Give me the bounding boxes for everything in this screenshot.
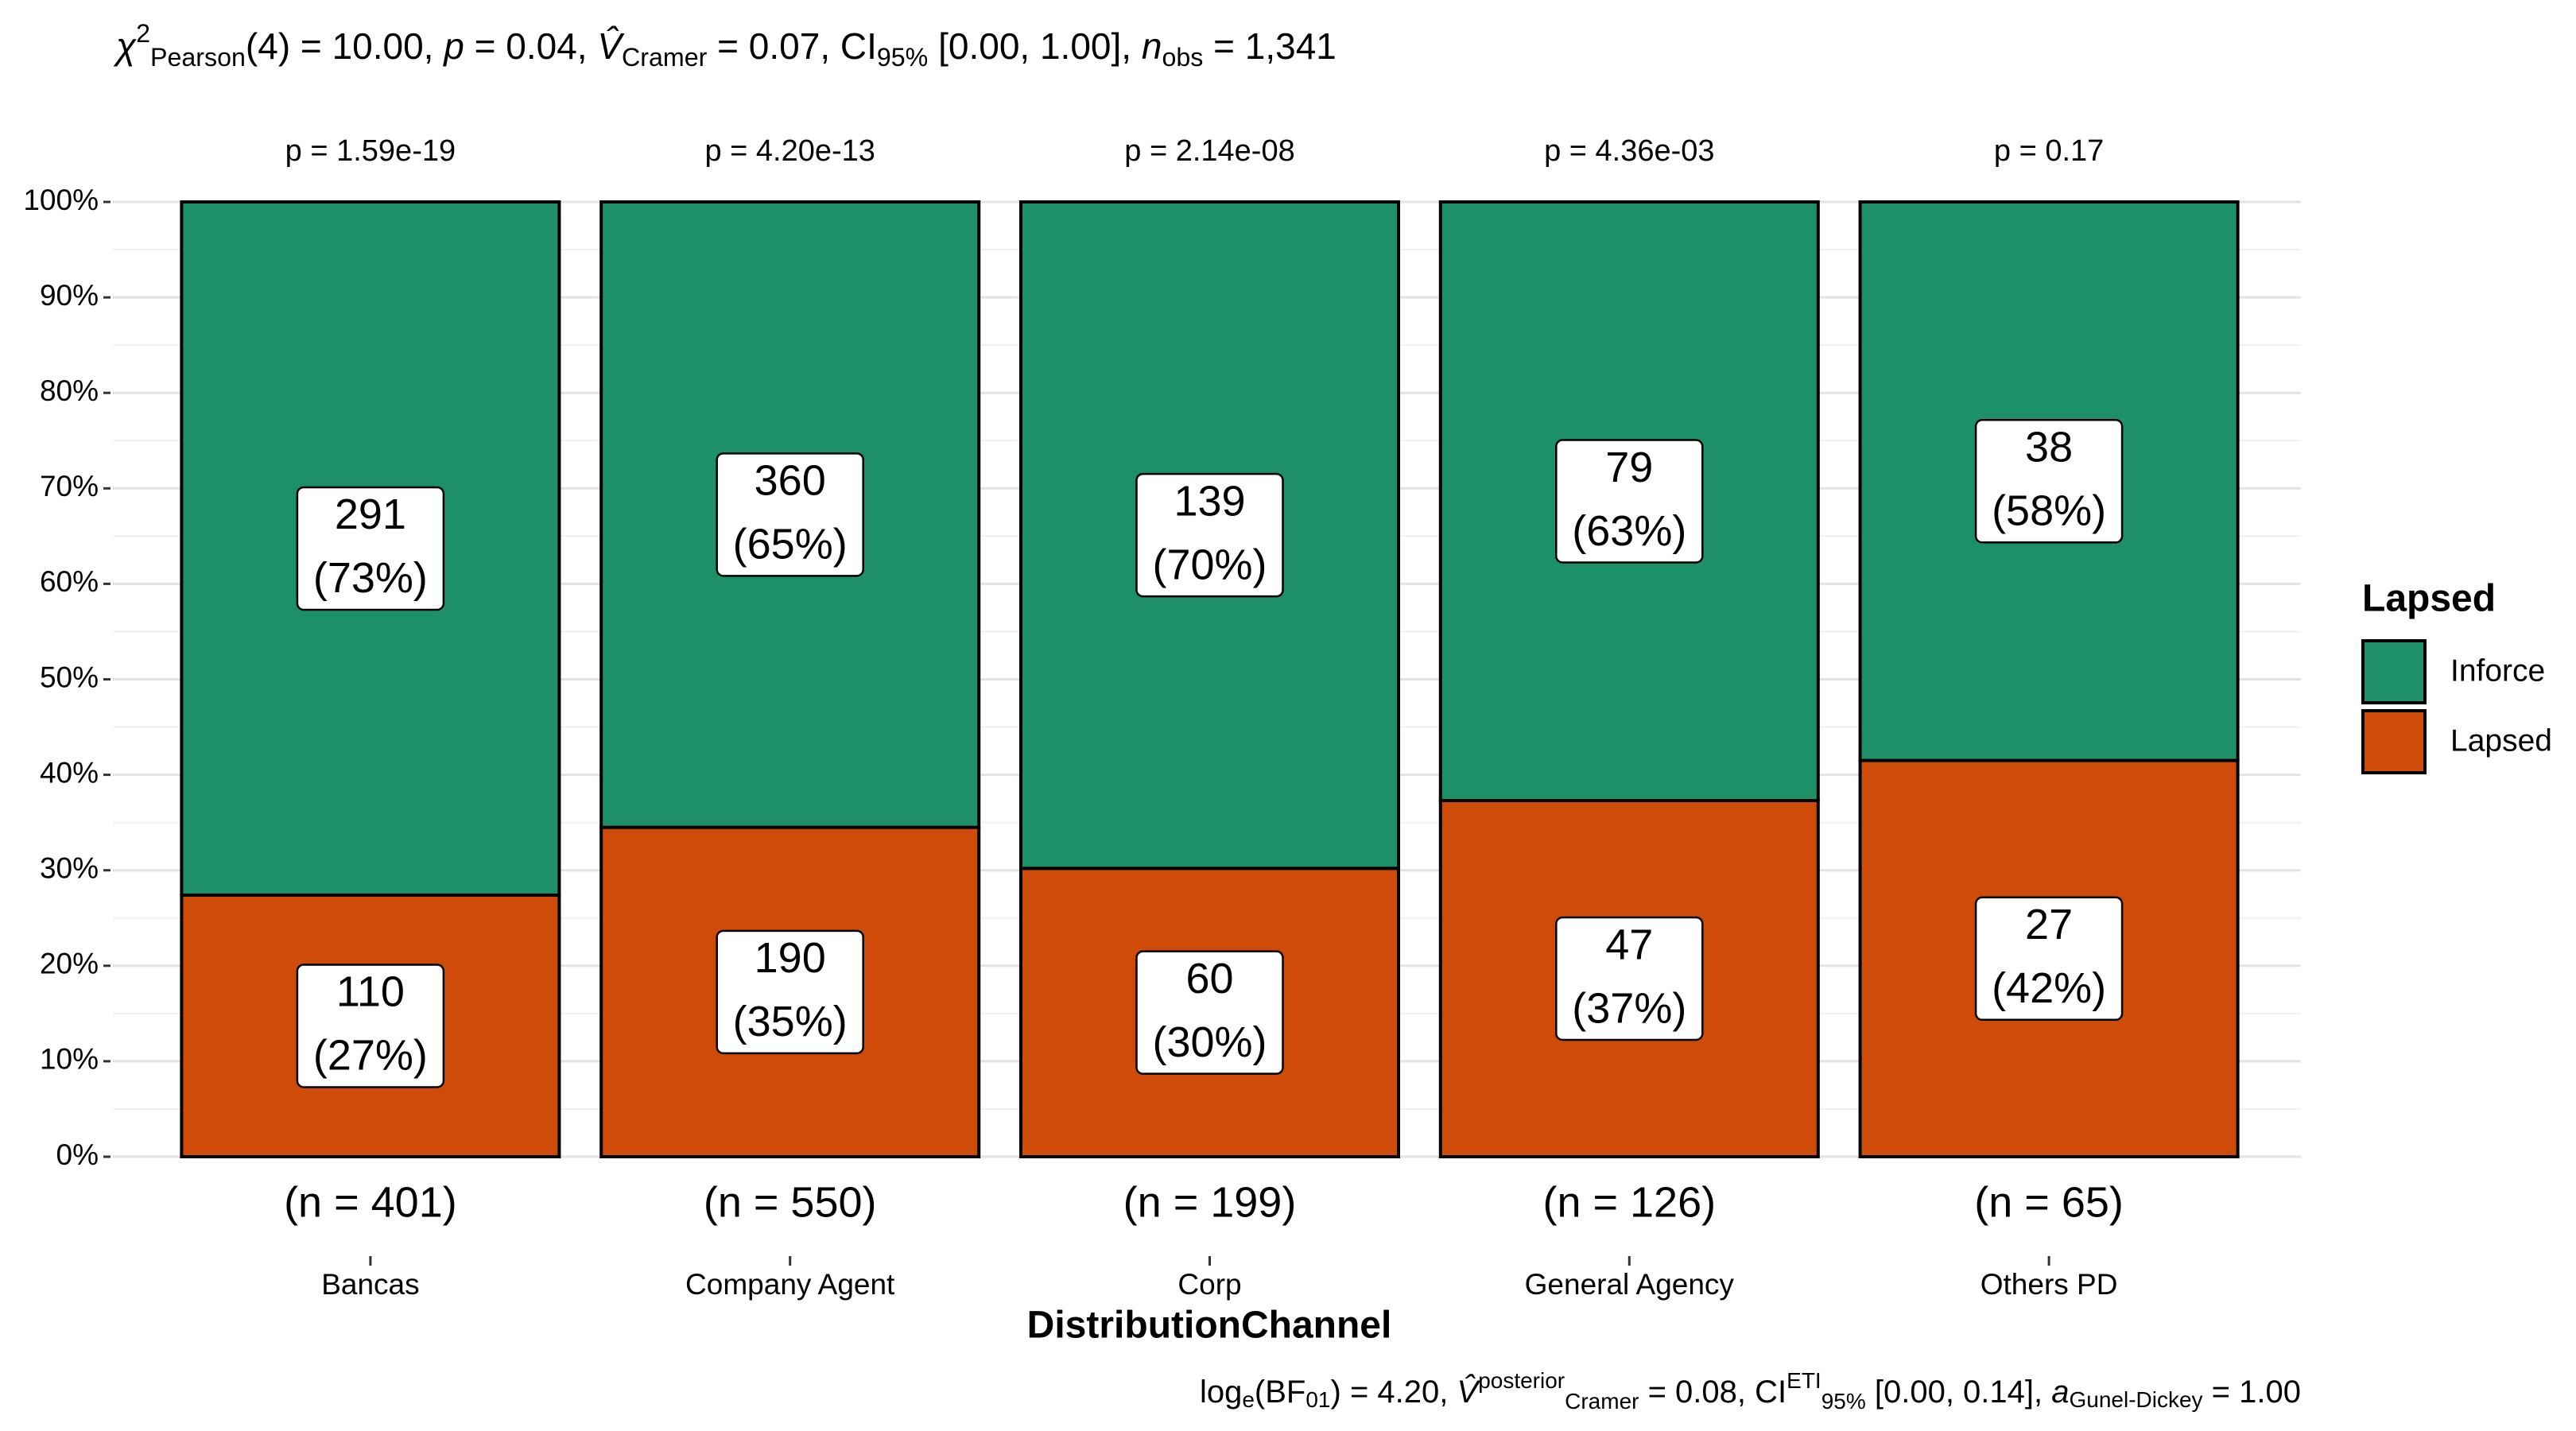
value-label: (27%): [313, 1032, 428, 1080]
label-box: [1555, 439, 1704, 564]
count-label: 79: [1605, 444, 1653, 491]
n-label: (n = 65): [1974, 1178, 2124, 1226]
caption-part: ) = 4.20,: [1331, 1375, 1457, 1410]
subtitle-part: = 1,341: [1203, 25, 1336, 67]
caption-part: Cramer: [1565, 1389, 1639, 1414]
count-label: 110: [336, 968, 405, 1016]
count-label: 360: [755, 457, 826, 505]
x-tick-label: Others PD: [1980, 1268, 2118, 1301]
label-box: [1555, 916, 1704, 1041]
count-label: 27: [2025, 901, 2073, 948]
p-value-label: p = 1.59e-19: [285, 134, 456, 168]
n-label: (n = 199): [1123, 1178, 1297, 1226]
x-tick-label: Corp: [1177, 1268, 1241, 1301]
legend-label: Inforce: [2450, 653, 2545, 688]
subtitle-part: 95%: [877, 43, 928, 72]
chart-caption: loge(BF01) = 4.20, V̂posteriorCramer = 0…: [1200, 1368, 2301, 1414]
y-tick-label: 40%: [40, 756, 99, 789]
label-box: [1974, 896, 2124, 1022]
label-box: [1135, 472, 1284, 598]
label-box: [716, 929, 864, 1055]
caption-part: = 0.08, CI: [1639, 1375, 1787, 1410]
caption-part: posterior: [1478, 1368, 1565, 1393]
chart-subtitle: χ2Pearson(4) = 10.00, p = 0.04, V̂Cramer…: [113, 19, 1336, 72]
legend-label: Lapsed: [2450, 723, 2552, 758]
x-tick-label: General Agency: [1525, 1268, 1735, 1301]
caption-part: e: [1242, 1387, 1255, 1412]
count-label: 190: [755, 934, 826, 982]
y-tick-label: 60%: [40, 565, 99, 598]
count-label: 38: [2025, 424, 2073, 471]
label-box: [296, 964, 445, 1088]
subtitle-part: [0.00, 1.00],: [928, 25, 1142, 67]
value-label: (42%): [1992, 964, 2106, 1012]
subtitle-part: Cramer: [622, 43, 708, 72]
y-tick-label: 70%: [40, 470, 99, 502]
caption-part: 01: [1305, 1387, 1330, 1412]
p-value-label: p = 4.20e-13: [704, 134, 875, 168]
caption-part: Gunel-Dickey: [2070, 1387, 2203, 1412]
value-label: (70%): [1152, 541, 1267, 588]
subtitle-part: Pearson: [150, 43, 246, 72]
subtitle-part: p: [442, 25, 464, 67]
subtitle-part: (4) = 10.00,: [246, 25, 444, 67]
subtitle-part: = 0.04,: [464, 25, 598, 67]
subtitle-part: obs: [1162, 43, 1203, 72]
n-label: (n = 401): [284, 1178, 457, 1226]
y-tick-label: 0%: [56, 1138, 99, 1171]
count-label: 60: [1185, 955, 1233, 1002]
count-label: 291: [335, 491, 406, 538]
subtitle-part: n: [1142, 25, 1162, 67]
y-tick-label: 90%: [40, 279, 99, 312]
caption-part: V̂: [1457, 1373, 1481, 1410]
label-box: [296, 486, 445, 611]
caption-part: a: [2051, 1375, 2069, 1410]
caption-part: = 1.00: [2203, 1375, 2301, 1410]
x-axis-title: DistributionChannel: [1027, 1305, 1392, 1347]
value-label: (65%): [733, 521, 848, 568]
count-label: 47: [1605, 921, 1653, 968]
y-tick-label: 50%: [40, 661, 99, 693]
n-label: (n = 550): [704, 1178, 877, 1226]
label-box: [1135, 950, 1284, 1075]
p-value-label: p = 4.36e-03: [1544, 134, 1714, 168]
p-value-label: p = 2.14e-08: [1124, 134, 1294, 168]
value-label: (73%): [313, 554, 428, 602]
value-label: (35%): [733, 998, 848, 1045]
y-tick-label: 80%: [40, 374, 99, 407]
y-tick-label: 20%: [40, 948, 99, 980]
x-tick-label: Bancas: [321, 1268, 419, 1301]
label-box: [716, 452, 864, 577]
subtitle-part: 2: [136, 19, 150, 48]
subtitle-part: = 0.07, CI: [707, 25, 877, 67]
n-label: (n = 126): [1542, 1178, 1716, 1226]
y-tick-label: 100%: [23, 184, 99, 216]
p-value-label: p = 0.17: [1994, 134, 2104, 168]
legend-title: Lapsed: [2362, 578, 2496, 620]
label-box: [1974, 419, 2124, 544]
y-tick-label: 10%: [40, 1043, 99, 1076]
subtitle-part: V̂: [597, 25, 625, 67]
value-label: (63%): [1572, 507, 1686, 555]
value-label: (30%): [1152, 1018, 1267, 1066]
subtitle-part: χ: [113, 25, 137, 67]
count-label: 139: [1174, 477, 1245, 525]
y-tick-label: 30%: [40, 851, 99, 884]
caption-part: ETI: [1787, 1368, 1821, 1393]
legend-swatch: [2361, 639, 2427, 704]
bar-segment: [1438, 799, 1820, 1158]
caption-part: 95%: [1821, 1389, 1866, 1414]
legend-swatch: [2361, 709, 2427, 774]
value-label: (37%): [1572, 984, 1686, 1032]
value-label: (58%): [1992, 487, 2106, 535]
caption-part: log: [1200, 1375, 1242, 1410]
caption-part: [0.00, 0.14],: [1866, 1375, 2052, 1410]
caption-part: (BF: [1255, 1375, 1305, 1410]
x-tick-label: Company Agent: [685, 1268, 895, 1301]
